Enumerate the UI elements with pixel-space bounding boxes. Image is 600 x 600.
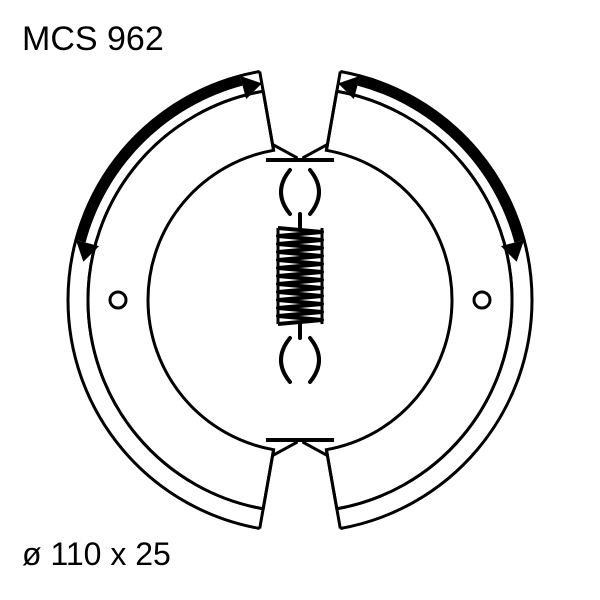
brake-shoe-diagram [0,0,600,600]
dimensions-label: ø 110 x 25 [22,536,171,573]
part-number-label: MCS 962 [22,20,164,59]
diagram-canvas: MCS 962 ø 110 x 25 [0,0,600,600]
